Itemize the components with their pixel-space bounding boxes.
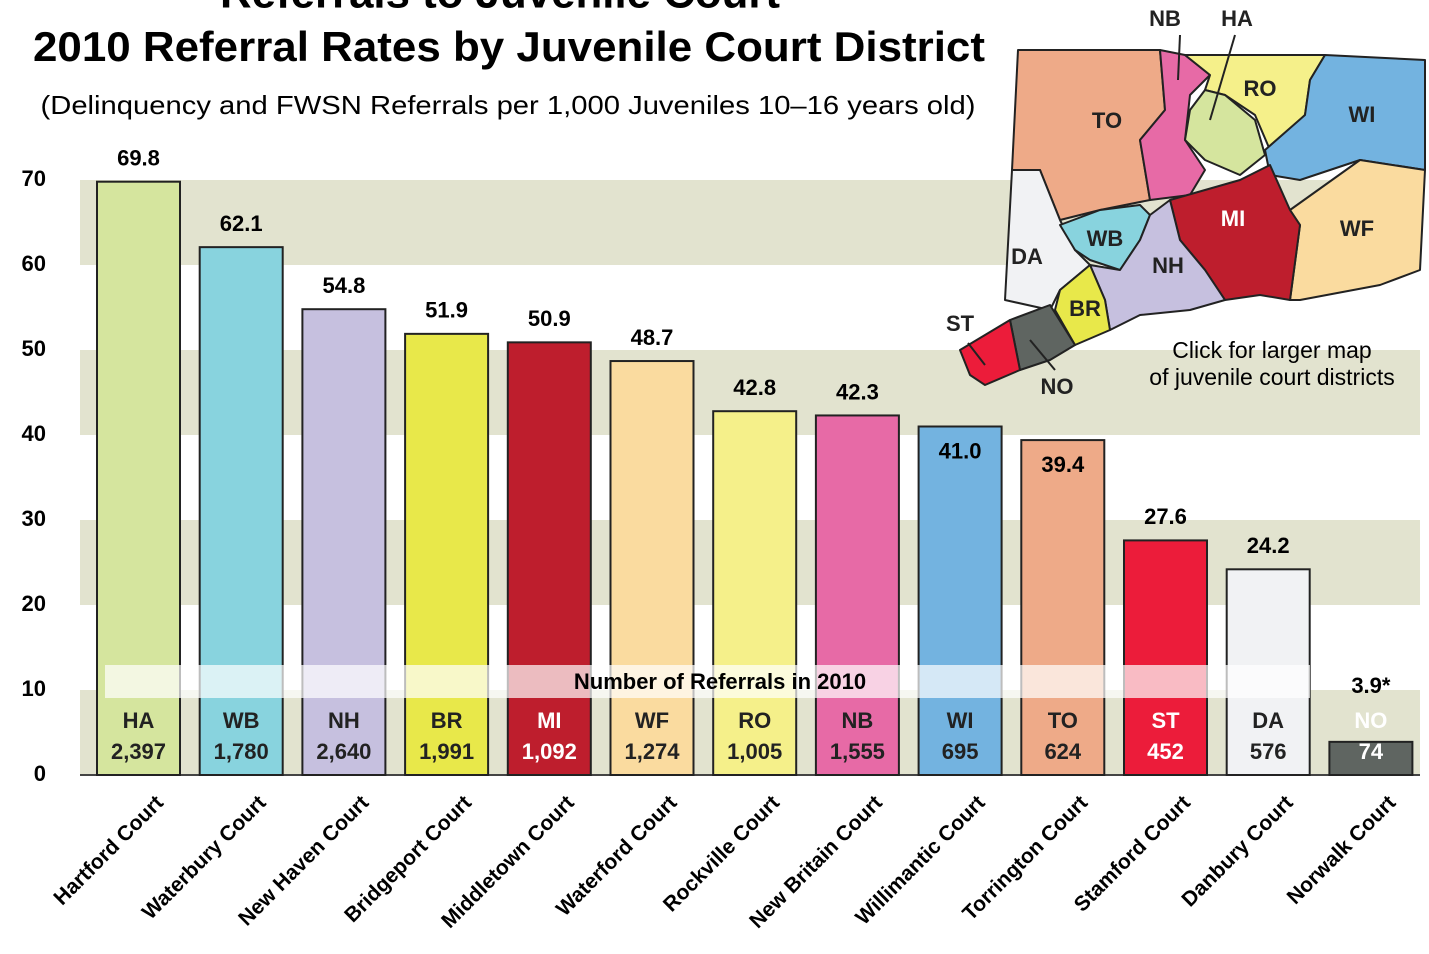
map-label[interactable]: NB xyxy=(1149,6,1181,31)
map-label[interactable]: ST xyxy=(946,311,975,336)
district-code: NH xyxy=(328,708,360,733)
district-code: RO xyxy=(738,708,771,733)
chart-description: (Delinquency and FWSN Referrals per 1,00… xyxy=(41,90,976,120)
bar xyxy=(609,360,695,776)
map-region[interactable] xyxy=(959,319,1021,386)
value-label: 50.9 xyxy=(528,306,571,331)
value-label: 48.7 xyxy=(631,325,674,350)
value-label: 69.8 xyxy=(117,146,160,171)
map-label[interactable]: BR xyxy=(1069,296,1101,321)
district-code: NO xyxy=(1354,708,1387,733)
map-label[interactable]: WB xyxy=(1087,226,1124,251)
referral-count: 1,555 xyxy=(830,739,885,764)
referral-count: 74 xyxy=(1359,739,1384,764)
value-label: 54.8 xyxy=(322,273,365,298)
value-label: 42.3 xyxy=(836,379,879,404)
y-tick-label: 60 xyxy=(22,251,46,276)
map-label[interactable]: NO xyxy=(1041,374,1074,399)
referral-count: 452 xyxy=(1147,739,1184,764)
district-code: TO xyxy=(1048,708,1078,733)
referral-count: 1,005 xyxy=(727,739,782,764)
map-pointer xyxy=(967,342,986,366)
value-label: 39.4 xyxy=(1041,452,1085,477)
referral-count: 1,092 xyxy=(522,739,577,764)
value-label: 27.6 xyxy=(1144,504,1187,529)
district-code: ST xyxy=(1151,708,1180,733)
x-tick-label: Hartford Court xyxy=(49,791,168,910)
referral-count: 624 xyxy=(1044,739,1081,764)
map[interactable] xyxy=(959,34,1426,386)
value-label: 41.0 xyxy=(939,438,982,463)
value-label: 3.9* xyxy=(1351,673,1391,698)
referral-count: 1,274 xyxy=(624,739,680,764)
referral-count: 2,397 xyxy=(111,739,166,764)
bar xyxy=(1020,439,1106,776)
referrals-title: Number of Referrals in 2010 xyxy=(574,669,866,694)
map-region[interactable] xyxy=(1089,199,1226,331)
value-label: 51.9 xyxy=(425,298,468,323)
y-tick-label: 70 xyxy=(22,166,46,191)
map-label[interactable]: MI xyxy=(1221,206,1245,231)
chart-subtitle: 2010 Referral Rates by Juvenile Court Di… xyxy=(33,23,985,70)
map-label[interactable]: DA xyxy=(1011,244,1043,269)
bar xyxy=(712,410,798,776)
referral-count: 576 xyxy=(1250,739,1287,764)
map-region[interactable] xyxy=(1264,54,1426,181)
map-note[interactable]: of juvenile court districts xyxy=(1149,364,1394,390)
y-tick-label: 50 xyxy=(22,336,46,361)
map-label[interactable]: WI xyxy=(1349,102,1376,127)
district-code: MI xyxy=(537,708,561,733)
district-code: NB xyxy=(842,708,874,733)
bar xyxy=(506,341,592,776)
bar xyxy=(1328,740,1414,776)
map-pointer xyxy=(1177,34,1181,81)
district-code: WI xyxy=(947,708,974,733)
district-code: BR xyxy=(431,708,463,733)
bar xyxy=(917,425,1003,776)
district-code: DA xyxy=(1252,708,1284,733)
y-tick-label: 0 xyxy=(34,761,46,786)
bar xyxy=(301,308,387,776)
bar xyxy=(404,332,490,776)
bar xyxy=(1123,539,1208,777)
value-label: 24.2 xyxy=(1247,533,1290,558)
referral-count: 1,991 xyxy=(419,739,474,764)
map-label[interactable]: RO xyxy=(1244,76,1277,101)
y-tick-label: 30 xyxy=(22,506,46,531)
y-tick-label: 40 xyxy=(22,421,46,446)
map-label[interactable]: WF xyxy=(1340,216,1374,241)
referral-count: 2,640 xyxy=(316,739,371,764)
value-label: 62.1 xyxy=(220,211,263,236)
value-label: 42.8 xyxy=(733,375,776,400)
bar xyxy=(814,414,900,776)
district-code: WF xyxy=(635,708,669,733)
referrals-band xyxy=(105,665,1310,698)
y-tick-label: 20 xyxy=(22,591,46,616)
chart-title: Referrals to Juvenile Court xyxy=(220,0,780,18)
y-tick-label: 10 xyxy=(22,676,46,701)
map-note[interactable]: Click for larger map xyxy=(1172,337,1371,363)
district-code: HA xyxy=(123,708,155,733)
map-region[interactable] xyxy=(1054,264,1111,346)
map-pointer xyxy=(1029,339,1056,371)
map-region[interactable] xyxy=(1184,89,1266,176)
map-pointer xyxy=(1209,34,1236,121)
map-label[interactable]: TO xyxy=(1092,108,1122,133)
district-code: WB xyxy=(223,708,260,733)
x-tick-label: Danbury Court xyxy=(1177,791,1297,911)
map-label[interactable]: NH xyxy=(1152,253,1184,278)
x-tick-label: Norwalk Court xyxy=(1283,791,1401,909)
referral-count: 695 xyxy=(942,739,979,764)
map-label[interactable]: HA xyxy=(1221,6,1253,31)
referral-count: 1,780 xyxy=(214,739,269,764)
